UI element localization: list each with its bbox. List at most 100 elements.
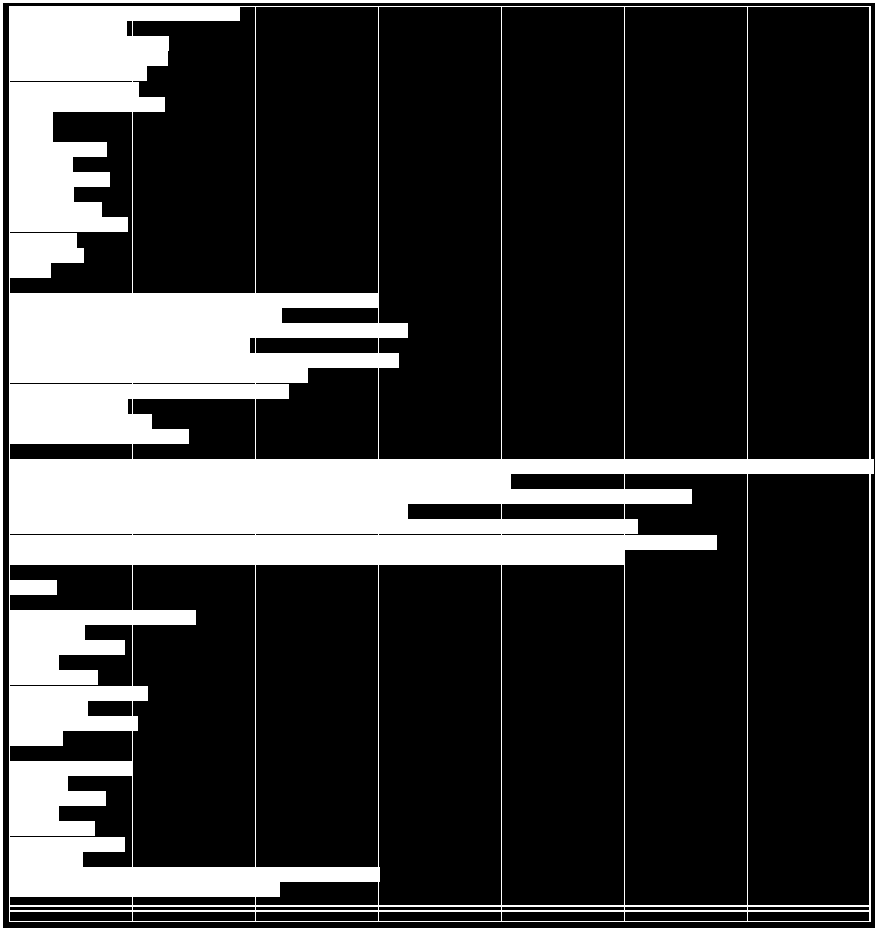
bar <box>9 21 127 36</box>
chart-row <box>9 595 870 610</box>
chart-row <box>9 51 870 66</box>
chart-row <box>9 746 870 761</box>
chart-row <box>9 248 870 263</box>
bar <box>9 776 68 791</box>
bar <box>9 51 168 66</box>
bar <box>9 655 59 670</box>
bar <box>9 625 85 640</box>
chart-row <box>9 308 870 323</box>
bar <box>9 535 717 550</box>
bar <box>9 821 95 836</box>
bar <box>9 248 84 263</box>
bar <box>9 716 138 731</box>
chart-row <box>9 82 870 97</box>
chart-row <box>9 338 870 353</box>
chart-row <box>9 142 870 157</box>
bar <box>9 353 399 368</box>
bottom-band-line <box>9 905 870 907</box>
chart-row <box>9 172 870 187</box>
bar <box>9 233 77 248</box>
bar <box>9 127 53 142</box>
bar <box>9 217 128 232</box>
bar <box>9 6 240 21</box>
chart-row <box>9 806 870 821</box>
bar <box>9 97 165 112</box>
chart-row <box>9 640 870 655</box>
bar <box>9 308 282 323</box>
chart-row <box>9 127 870 142</box>
chart-row <box>9 429 870 444</box>
chart-row <box>9 701 870 716</box>
chart-row <box>9 21 870 36</box>
chart-row <box>9 293 870 308</box>
chart-row <box>9 217 870 232</box>
chart-row <box>9 323 870 338</box>
bar <box>9 670 98 685</box>
bar <box>9 112 53 127</box>
chart-row <box>9 821 870 836</box>
chart-row <box>9 97 870 112</box>
chart-row <box>9 535 870 550</box>
chart-row <box>9 519 870 534</box>
chart-row <box>9 625 870 640</box>
bar <box>9 550 624 565</box>
bar-chart <box>0 0 878 931</box>
chart-row <box>9 655 870 670</box>
bar <box>9 474 511 489</box>
chart-row <box>9 882 870 897</box>
chart-row <box>9 384 870 399</box>
bar <box>9 701 88 716</box>
chart-row <box>9 233 870 248</box>
bar <box>9 806 59 821</box>
chart-row <box>9 278 870 293</box>
bar <box>9 368 308 383</box>
bar <box>9 489 692 504</box>
chart-row <box>9 670 870 685</box>
bar <box>9 323 408 338</box>
bar <box>9 399 128 414</box>
chart-row <box>9 399 870 414</box>
bar <box>9 187 74 202</box>
plot-area <box>9 6 870 922</box>
bar <box>9 157 73 172</box>
chart-row <box>9 791 870 806</box>
bottom-band-line <box>9 910 870 912</box>
chart-row <box>9 6 870 21</box>
chart-row <box>9 459 870 474</box>
chart-row <box>9 686 870 701</box>
bar <box>9 384 289 399</box>
bar <box>9 66 147 81</box>
bar <box>9 293 378 308</box>
bar <box>9 414 152 429</box>
chart-row <box>9 489 870 504</box>
chart-row <box>9 202 870 217</box>
bar <box>9 837 125 852</box>
chart-row <box>9 837 870 852</box>
chart-row <box>9 610 870 625</box>
bar <box>9 686 148 701</box>
chart-row <box>9 474 870 489</box>
bar <box>9 761 133 776</box>
chart-row <box>9 414 870 429</box>
bar <box>9 459 874 474</box>
chart-row <box>9 867 870 882</box>
bar <box>9 429 189 444</box>
bar <box>9 519 638 534</box>
chart-row <box>9 263 870 278</box>
chart-row <box>9 731 870 746</box>
bar <box>9 82 139 97</box>
bar <box>9 504 408 519</box>
chart-row <box>9 716 870 731</box>
chart-row <box>9 368 870 383</box>
bar <box>9 36 169 51</box>
bar <box>9 580 57 595</box>
bar <box>9 852 83 867</box>
bar <box>9 640 125 655</box>
chart-row <box>9 580 870 595</box>
chart-row <box>9 550 870 565</box>
chart-row <box>9 504 870 519</box>
chart-row <box>9 187 870 202</box>
chart-row <box>9 66 870 81</box>
chart-row <box>9 852 870 867</box>
chart-row <box>9 112 870 127</box>
